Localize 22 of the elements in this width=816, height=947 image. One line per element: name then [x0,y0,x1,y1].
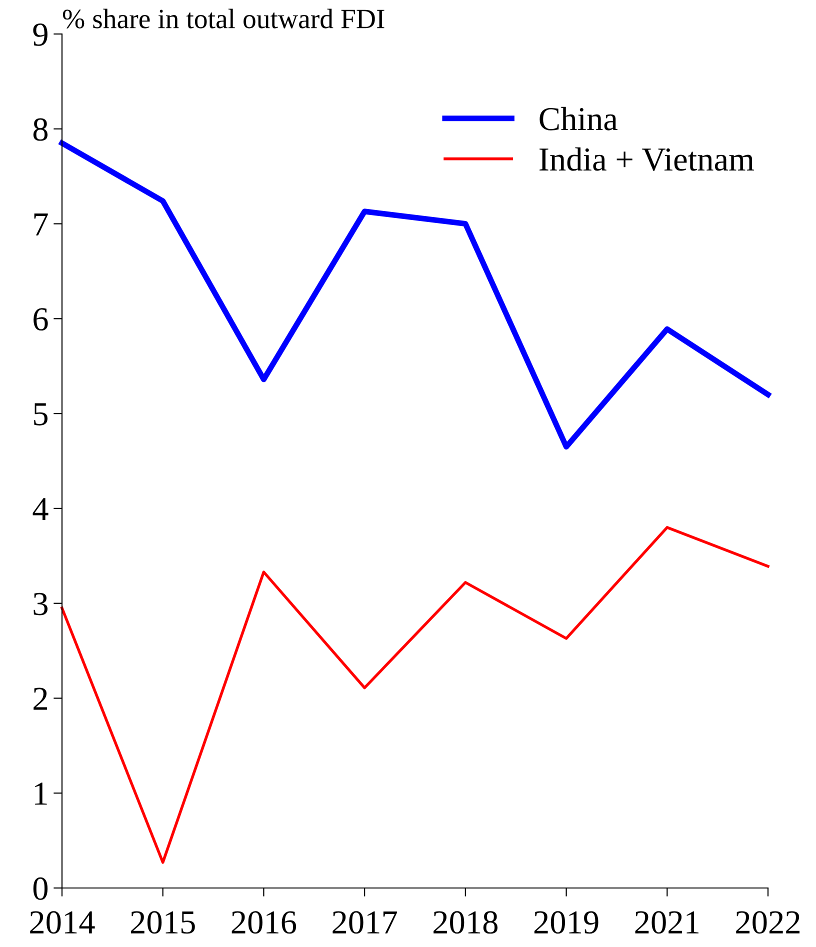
x-tick-label: 2022 [736,911,800,934]
x-tick-label: 2015 [130,911,195,934]
y-axis-title: % share in total outward FDI [62,8,384,28]
legend-label: India + Vietnam [540,147,754,171]
y-tick-label: 0 [33,877,48,900]
x-tick-label: 2016 [232,911,296,934]
y-tick-label: 4 [32,498,48,520]
y-tick-label: 5 [34,403,48,426]
x-tick-label: 2014 [30,911,95,934]
y-tick-label: 2 [34,688,47,710]
y-tick-label: 3 [34,592,48,616]
x-tick-label: 2017 [332,911,397,934]
y-tick-label: 7 [34,214,48,236]
x-tick-label: 2018 [434,911,498,934]
x-tick-label: 2021 [635,911,698,934]
x-tick-label: 2019 [534,911,598,934]
y-tick-label: 8 [33,118,48,141]
legend-label: China [540,106,618,130]
y-tick-label: 6 [34,308,48,331]
y-tick-label: 1 [35,782,47,805]
y-tick-label: 9 [33,23,48,46]
line-series [60,526,770,864]
